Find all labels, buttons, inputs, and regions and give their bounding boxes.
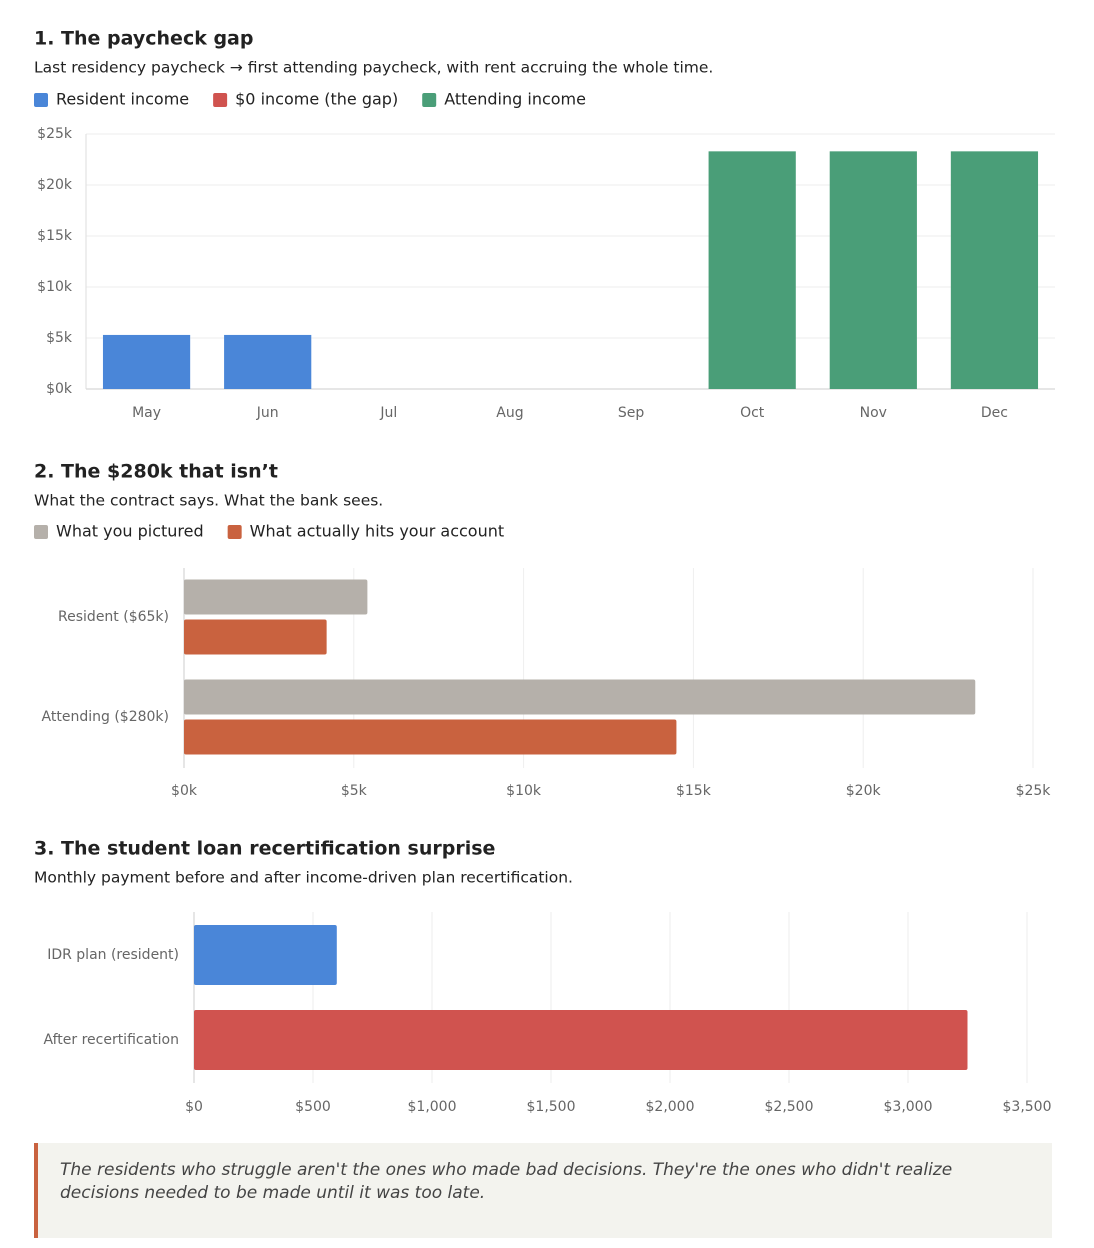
- x-tick-label: $3,500: [1003, 1099, 1052, 1115]
- y-tick-label: $20k: [37, 177, 73, 193]
- x-tick-label: $1,000: [408, 1099, 457, 1115]
- y-tick-label: $0k: [46, 381, 73, 397]
- x-tick-label: $0k: [171, 783, 198, 799]
- y-tick-label: Resident ($65k): [58, 609, 169, 625]
- bar: [184, 719, 677, 755]
- bar: [184, 579, 368, 615]
- legend-label: $0 income (the gap): [235, 90, 398, 109]
- y-tick-label: IDR plan (resident): [47, 947, 179, 963]
- bar: [950, 151, 1039, 389]
- x-tick-label: $500: [295, 1099, 331, 1115]
- x-tick-label: $1,500: [527, 1099, 576, 1115]
- x-tick-label: Sep: [618, 405, 645, 421]
- pull-quote: The residents who struggle aren't the on…: [34, 1143, 1052, 1238]
- x-tick-label: Oct: [740, 405, 765, 421]
- x-tick-label: $0: [185, 1099, 203, 1115]
- x-tick-label: Jun: [256, 405, 279, 421]
- y-tick-label: $15k: [37, 228, 73, 244]
- y-tick-label: $5k: [46, 330, 73, 346]
- y-tick-label: $10k: [37, 279, 73, 295]
- charts: 1. The paycheck gap Last residency payche…: [34, 28, 1055, 1115]
- legend-swatch: [34, 525, 48, 539]
- legend-swatch: [422, 93, 437, 107]
- bar: [829, 151, 917, 389]
- x-tick-label: $25k: [1016, 783, 1052, 799]
- chart-subtitle: Monthly payment before and after income-…: [34, 869, 573, 887]
- bar: [184, 619, 327, 655]
- bar: [224, 334, 312, 389]
- chart-subtitle: What the contract says. What the bank se…: [34, 492, 383, 510]
- legend-label: What actually hits your account: [250, 522, 504, 541]
- x-tick-label: $20k: [846, 783, 882, 799]
- legend-label: Attending income: [444, 90, 586, 109]
- legend-label: What you pictured: [56, 522, 204, 541]
- x-tick-label: $3,000: [884, 1099, 933, 1115]
- x-tick-label: $2,000: [646, 1099, 695, 1115]
- chart-title: 3. The student loan recertification surp…: [34, 838, 495, 860]
- chart-subtitle: Last residency paycheck → first attendin…: [34, 59, 713, 77]
- x-tick-label: $10k: [506, 783, 542, 799]
- chart-title: 1. The paycheck gap: [34, 28, 253, 50]
- x-tick-label: May: [132, 405, 161, 421]
- bar: [194, 1010, 968, 1070]
- legend-swatch: [227, 525, 242, 539]
- chart-title: 2. The $280k that isn’t: [34, 461, 278, 483]
- bar: [184, 679, 976, 715]
- x-tick-label: Jul: [379, 405, 397, 421]
- y-tick-label: Attending ($280k): [42, 709, 169, 725]
- bar: [102, 334, 191, 389]
- legend-swatch: [213, 93, 228, 107]
- legend-swatch: [34, 93, 48, 107]
- bar: [708, 151, 796, 389]
- x-tick-label: $2,500: [765, 1099, 814, 1115]
- y-tick-label: After recertification: [44, 1032, 180, 1048]
- x-tick-label: $5k: [341, 783, 368, 799]
- legend-label: Resident income: [56, 90, 189, 109]
- x-tick-label: Aug: [496, 405, 523, 421]
- x-tick-label: Nov: [860, 405, 887, 421]
- y-tick-label: $25k: [37, 126, 73, 142]
- x-tick-label: Dec: [981, 405, 1008, 421]
- x-tick-label: $15k: [676, 783, 712, 799]
- bar: [194, 925, 337, 985]
